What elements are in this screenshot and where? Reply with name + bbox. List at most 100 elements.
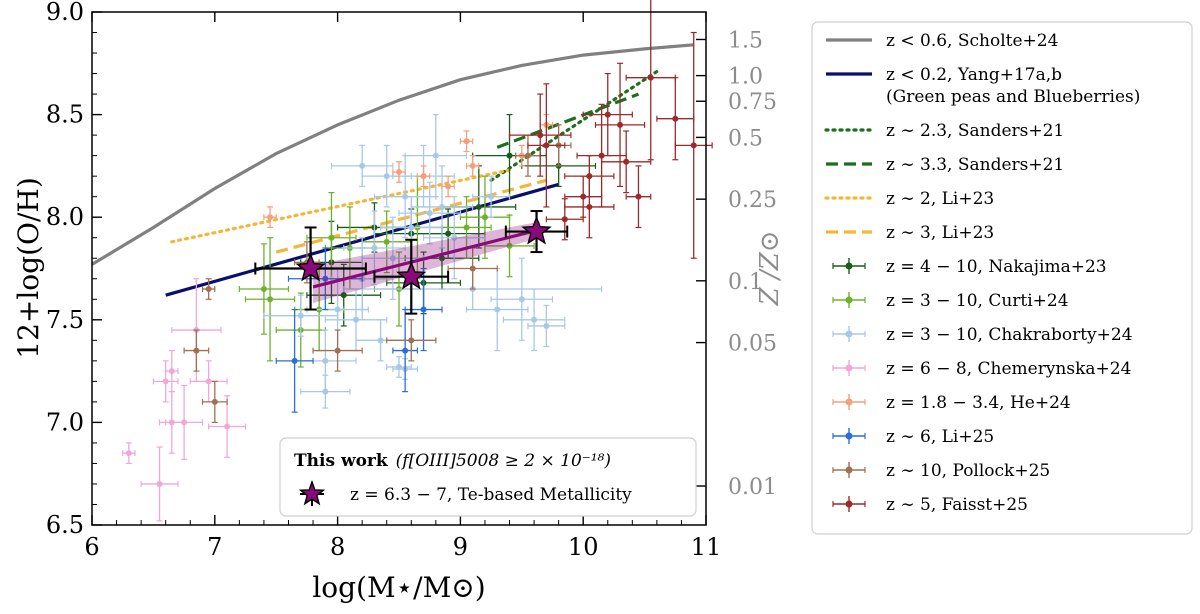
x-axis-title: log(M⋆/M⊙) — [312, 571, 485, 604]
point-marker — [561, 216, 568, 223]
legend-label: z < 0.6, Scholte+24 — [886, 31, 1058, 51]
data-point — [275, 308, 314, 413]
star-marker — [295, 252, 326, 282]
data-point — [201, 380, 228, 423]
inset-series-label: z = 6.3 − 7, Te-based Metallicity — [350, 485, 632, 505]
data-point — [263, 294, 339, 337]
relation-line — [91, 43, 694, 266]
data-point — [441, 175, 455, 198]
point-marker — [469, 265, 476, 272]
legend-label: z ∼ 5, Faisst+25 — [886, 495, 1028, 515]
point-marker — [322, 388, 329, 395]
point-marker — [488, 193, 495, 200]
data-point — [263, 206, 277, 229]
data-point — [244, 237, 296, 362]
relation-line — [275, 178, 547, 254]
point-marker — [543, 322, 550, 329]
legend-marker — [845, 330, 853, 338]
point-marker — [371, 244, 378, 251]
data-point — [527, 83, 566, 208]
data-point — [601, 130, 652, 194]
legend-label: z ∼ 2.3, Sanders+21 — [886, 121, 1064, 141]
point-marker — [438, 203, 445, 210]
point-marker — [211, 398, 218, 405]
point-marker — [647, 74, 654, 81]
point-marker — [267, 296, 274, 303]
point-marker — [580, 193, 587, 200]
point-marker — [426, 210, 433, 217]
point-marker — [586, 203, 593, 210]
data-point — [459, 130, 474, 153]
point-marker — [635, 193, 642, 200]
data-point — [238, 243, 290, 335]
data-point — [404, 113, 468, 198]
data-point — [165, 384, 204, 460]
inset-star-marker — [298, 479, 326, 506]
point-marker — [537, 132, 544, 139]
data-point — [447, 247, 498, 290]
data-points — [122, 0, 713, 522]
legend-label: z ∼ 3, Li+23 — [886, 223, 994, 243]
data-point — [183, 329, 210, 372]
data-point — [594, 62, 646, 188]
data-point — [527, 304, 566, 348]
legend-marker — [845, 398, 853, 406]
point-marker — [205, 286, 212, 293]
data-point — [404, 267, 443, 352]
legend-label-line2: (Green peas and Blueberries) — [886, 87, 1140, 107]
relation-line — [489, 69, 659, 182]
data-point — [208, 395, 247, 458]
this-work-point — [504, 210, 569, 254]
inset-star — [298, 479, 326, 506]
legend-entry: z = 3 − 10, Curti+24 — [832, 291, 1069, 311]
legend-entry: z = 1.8 − 3.4, He+24 — [832, 393, 1071, 413]
legend-label: z = 6 − 8, Chemerynska+24 — [886, 359, 1131, 379]
data-point — [508, 93, 572, 177]
point-marker — [481, 214, 488, 221]
point-marker — [402, 347, 409, 354]
plot-frame — [91, 11, 707, 526]
point-marker — [543, 142, 550, 149]
legend-label: z ∼ 6, Li+25 — [886, 427, 994, 447]
point-marker — [432, 152, 439, 159]
legend-entry: z = 6 − 8, Chemerynska+24 — [832, 359, 1131, 379]
point-marker — [193, 347, 200, 354]
point-marker — [604, 111, 611, 118]
relation-line — [170, 168, 512, 244]
legend-entry: z ∼ 5, Faisst+25 — [832, 495, 1028, 515]
this-work-layer — [254, 210, 569, 315]
data-point — [201, 278, 216, 300]
z-tick-label: 1.0 — [728, 65, 763, 90]
legend-marker — [845, 296, 853, 304]
data-point — [398, 181, 461, 245]
data-point — [189, 360, 228, 403]
data-point — [422, 196, 486, 280]
point-marker — [524, 152, 531, 159]
point-marker — [162, 378, 169, 385]
this-work-inset: This work (f[OIII]5008 ≥ 2 × 10⁻¹⁸) z = 6… — [279, 437, 697, 517]
legend-label: z < 0.2, Yang+17a,b — [886, 65, 1062, 85]
y-tick-label: 9.0 — [46, 0, 84, 26]
fit-line — [312, 227, 541, 289]
y-tick-label: 6.5 — [46, 511, 84, 539]
legend-entry: z = 4 − 10, Nakajima+23 — [832, 257, 1107, 277]
legend-entry: z < 0.2, Yang+17a,b(Green peas and Blueb… — [826, 65, 1140, 107]
point-marker — [181, 419, 188, 426]
this-work-point — [373, 238, 450, 315]
point-marker — [420, 173, 427, 180]
legend-entry: z < 0.6, Scholte+24 — [826, 31, 1058, 51]
point-marker — [156, 480, 163, 487]
point-marker — [205, 378, 212, 385]
point-marker — [389, 255, 396, 262]
point-marker — [623, 158, 630, 165]
data-point — [152, 360, 179, 403]
z-tick-label: 0.75 — [728, 90, 777, 115]
point-marker — [383, 238, 390, 245]
legend-entry: z ∼ 3.3, Sanders+21 — [826, 155, 1064, 175]
point-marker — [463, 224, 470, 231]
z-tick-label: 1.5 — [728, 28, 763, 53]
data-point — [140, 446, 179, 522]
z-tick-label: 0.5 — [728, 126, 763, 151]
data-point — [122, 442, 136, 465]
x-tick-label: 7 — [207, 533, 222, 561]
